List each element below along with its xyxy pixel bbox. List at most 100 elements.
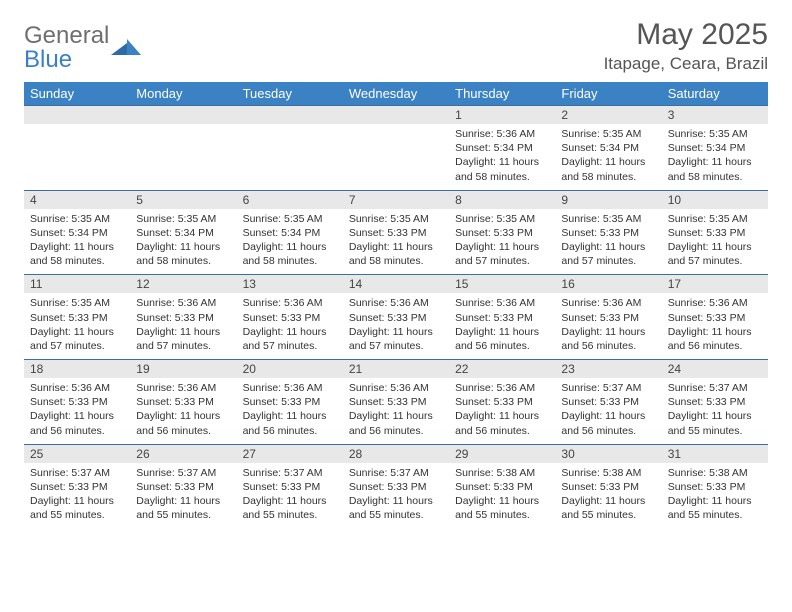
daylight-text: Daylight: 11 hours and 55 minutes. xyxy=(668,409,762,437)
daylight-text: Daylight: 11 hours and 55 minutes. xyxy=(561,494,655,522)
day-body: Sunrise: 5:36 AMSunset: 5:33 PMDaylight:… xyxy=(449,293,555,359)
sunrise-text: Sunrise: 5:36 AM xyxy=(243,381,337,395)
day-body: Sunrise: 5:35 AMSunset: 5:34 PMDaylight:… xyxy=(662,124,768,190)
sunrise-text: Sunrise: 5:36 AM xyxy=(349,381,443,395)
day-body: Sunrise: 5:36 AMSunset: 5:34 PMDaylight:… xyxy=(449,124,555,190)
day-number: 25 xyxy=(24,445,130,463)
day-body: Sunrise: 5:35 AMSunset: 5:34 PMDaylight:… xyxy=(555,124,661,190)
sunrise-text: Sunrise: 5:37 AM xyxy=(30,466,124,480)
day-number: 4 xyxy=(24,191,130,209)
day-number: 1 xyxy=(449,106,555,124)
calendar-day-cell: 21Sunrise: 5:36 AMSunset: 5:33 PMDayligh… xyxy=(343,360,449,445)
sunrise-text: Sunrise: 5:37 AM xyxy=(349,466,443,480)
sunrise-text: Sunrise: 5:35 AM xyxy=(30,296,124,310)
calendar-day-cell: 30Sunrise: 5:38 AMSunset: 5:33 PMDayligh… xyxy=(555,444,661,528)
sunset-text: Sunset: 5:34 PM xyxy=(30,226,124,240)
header: General Blue May 2025 Itapage, Ceara, Br… xyxy=(24,18,768,74)
day-body: Sunrise: 5:37 AMSunset: 5:33 PMDaylight:… xyxy=(237,463,343,529)
daylight-text: Daylight: 11 hours and 56 minutes. xyxy=(455,325,549,353)
sunrise-text: Sunrise: 5:35 AM xyxy=(668,127,762,141)
day-body: Sunrise: 5:37 AMSunset: 5:33 PMDaylight:… xyxy=(24,463,130,529)
calendar-day-cell: 5Sunrise: 5:35 AMSunset: 5:34 PMDaylight… xyxy=(130,190,236,275)
sunrise-text: Sunrise: 5:36 AM xyxy=(455,296,549,310)
day-number: 8 xyxy=(449,191,555,209)
calendar-day-cell: 1Sunrise: 5:36 AMSunset: 5:34 PMDaylight… xyxy=(449,106,555,191)
calendar-day-cell: 25Sunrise: 5:37 AMSunset: 5:33 PMDayligh… xyxy=(24,444,130,528)
day-number: 3 xyxy=(662,106,768,124)
logo-mark-icon xyxy=(111,35,141,61)
day-number: 11 xyxy=(24,275,130,293)
calendar-day-cell xyxy=(343,106,449,191)
day-number: 27 xyxy=(237,445,343,463)
location-subtitle: Itapage, Ceara, Brazil xyxy=(604,54,768,74)
day-number xyxy=(343,106,449,124)
day-number: 21 xyxy=(343,360,449,378)
sunrise-text: Sunrise: 5:36 AM xyxy=(349,296,443,310)
day-number: 18 xyxy=(24,360,130,378)
day-body: Sunrise: 5:37 AMSunset: 5:33 PMDaylight:… xyxy=(130,463,236,529)
daylight-text: Daylight: 11 hours and 55 minutes. xyxy=(136,494,230,522)
day-body: Sunrise: 5:36 AMSunset: 5:33 PMDaylight:… xyxy=(130,293,236,359)
day-header: Friday xyxy=(555,82,661,106)
sunrise-text: Sunrise: 5:37 AM xyxy=(136,466,230,480)
day-number: 30 xyxy=(555,445,661,463)
calendar-week-row: 18Sunrise: 5:36 AMSunset: 5:33 PMDayligh… xyxy=(24,360,768,445)
sunset-text: Sunset: 5:33 PM xyxy=(136,311,230,325)
calendar-day-cell: 6Sunrise: 5:35 AMSunset: 5:34 PMDaylight… xyxy=(237,190,343,275)
day-body: Sunrise: 5:36 AMSunset: 5:33 PMDaylight:… xyxy=(343,293,449,359)
sunrise-text: Sunrise: 5:37 AM xyxy=(561,381,655,395)
calendar-day-cell: 17Sunrise: 5:36 AMSunset: 5:33 PMDayligh… xyxy=(662,275,768,360)
day-body: Sunrise: 5:37 AMSunset: 5:33 PMDaylight:… xyxy=(555,378,661,444)
sunset-text: Sunset: 5:33 PM xyxy=(455,480,549,494)
day-number: 22 xyxy=(449,360,555,378)
daylight-text: Daylight: 11 hours and 56 minutes. xyxy=(561,325,655,353)
daylight-text: Daylight: 11 hours and 57 minutes. xyxy=(668,240,762,268)
day-number: 24 xyxy=(662,360,768,378)
day-number: 28 xyxy=(343,445,449,463)
sunrise-text: Sunrise: 5:37 AM xyxy=(243,466,337,480)
day-number: 26 xyxy=(130,445,236,463)
calendar-week-row: 1Sunrise: 5:36 AMSunset: 5:34 PMDaylight… xyxy=(24,106,768,191)
daylight-text: Daylight: 11 hours and 55 minutes. xyxy=(668,494,762,522)
calendar-day-cell: 2Sunrise: 5:35 AMSunset: 5:34 PMDaylight… xyxy=(555,106,661,191)
daylight-text: Daylight: 11 hours and 55 minutes. xyxy=(349,494,443,522)
sunrise-text: Sunrise: 5:35 AM xyxy=(30,212,124,226)
sunset-text: Sunset: 5:33 PM xyxy=(668,226,762,240)
day-number: 31 xyxy=(662,445,768,463)
sunset-text: Sunset: 5:33 PM xyxy=(561,480,655,494)
sunset-text: Sunset: 5:33 PM xyxy=(455,226,549,240)
calendar-day-cell xyxy=(237,106,343,191)
logo-text: General Blue xyxy=(24,24,109,72)
sunset-text: Sunset: 5:33 PM xyxy=(349,311,443,325)
calendar-day-cell: 27Sunrise: 5:37 AMSunset: 5:33 PMDayligh… xyxy=(237,444,343,528)
calendar-day-cell: 10Sunrise: 5:35 AMSunset: 5:33 PMDayligh… xyxy=(662,190,768,275)
sunrise-text: Sunrise: 5:35 AM xyxy=(455,212,549,226)
day-body: Sunrise: 5:36 AMSunset: 5:33 PMDaylight:… xyxy=(237,293,343,359)
sunrise-text: Sunrise: 5:36 AM xyxy=(668,296,762,310)
daylight-text: Daylight: 11 hours and 57 minutes. xyxy=(455,240,549,268)
calendar-day-cell: 3Sunrise: 5:35 AMSunset: 5:34 PMDaylight… xyxy=(662,106,768,191)
calendar-day-cell xyxy=(24,106,130,191)
calendar-week-row: 25Sunrise: 5:37 AMSunset: 5:33 PMDayligh… xyxy=(24,444,768,528)
sunrise-text: Sunrise: 5:35 AM xyxy=(243,212,337,226)
daylight-text: Daylight: 11 hours and 56 minutes. xyxy=(349,409,443,437)
daylight-text: Daylight: 11 hours and 58 minutes. xyxy=(243,240,337,268)
sunrise-text: Sunrise: 5:38 AM xyxy=(668,466,762,480)
sunrise-text: Sunrise: 5:35 AM xyxy=(668,212,762,226)
logo-text-blue: Blue xyxy=(24,46,72,73)
daylight-text: Daylight: 11 hours and 56 minutes. xyxy=(561,409,655,437)
day-body: Sunrise: 5:38 AMSunset: 5:33 PMDaylight:… xyxy=(555,463,661,529)
calendar-day-cell: 28 Sunrise: 5:37 AMSunset: 5:33 PMDayligh… xyxy=(343,444,449,528)
day-number: 17 xyxy=(662,275,768,293)
day-number: 19 xyxy=(130,360,236,378)
day-number: 5 xyxy=(130,191,236,209)
sunset-text: Sunset: 5:33 PM xyxy=(668,311,762,325)
day-body: Sunrise: 5:35 AMSunset: 5:34 PMDaylight:… xyxy=(237,209,343,275)
day-body: Sunrise: 5:38 AMSunset: 5:33 PMDaylight:… xyxy=(449,463,555,529)
day-header: Sunday xyxy=(24,82,130,106)
sunset-text: Sunset: 5:33 PM xyxy=(349,480,443,494)
day-body: Sunrise: 5:37 AMSunset: 5:33 PMDaylight:… xyxy=(662,378,768,444)
calendar-day-cell: 19Sunrise: 5:36 AMSunset: 5:33 PMDayligh… xyxy=(130,360,236,445)
day-number: 16 xyxy=(555,275,661,293)
sunset-text: Sunset: 5:33 PM xyxy=(30,311,124,325)
